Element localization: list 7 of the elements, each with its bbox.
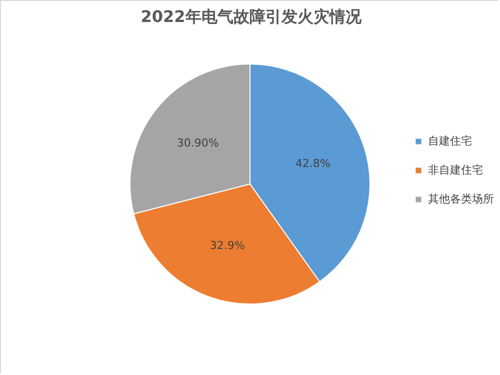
data-label: 42.8% — [295, 156, 330, 170]
chart-title: 2022年电气故障引发火灾情况 — [140, 7, 362, 26]
legend-label: 其他各类场所 — [428, 192, 494, 206]
data-label: 32.9% — [210, 238, 245, 252]
legend-label: 非自建住宅 — [428, 164, 483, 176]
legend-label: 自建住宅 — [428, 134, 472, 148]
data-label: 30.90% — [176, 136, 219, 150]
